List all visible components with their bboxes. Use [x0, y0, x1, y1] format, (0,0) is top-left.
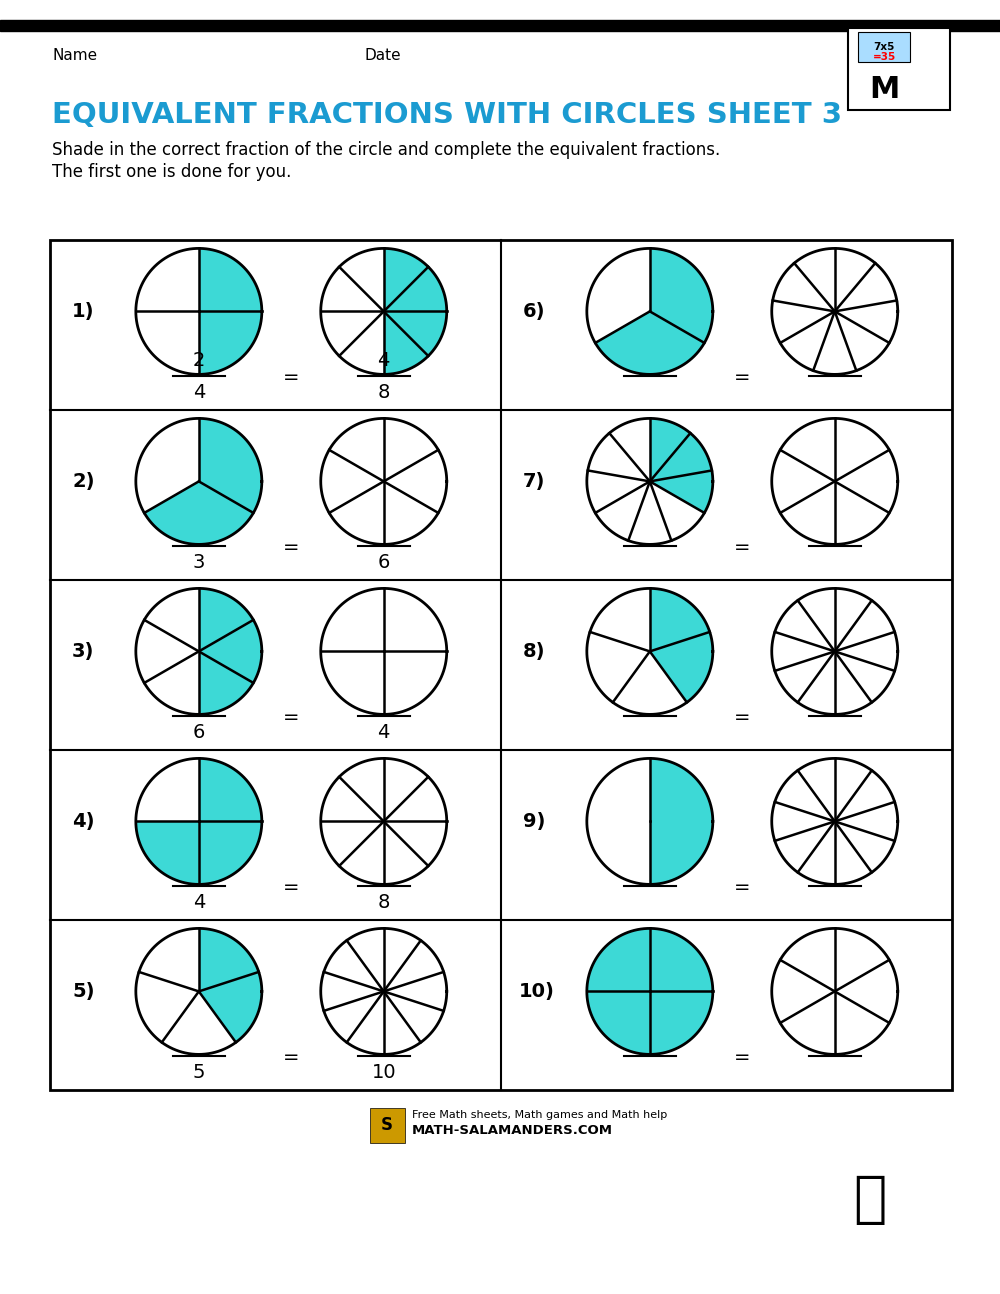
- Polygon shape: [384, 267, 447, 312]
- Text: 8): 8): [523, 642, 546, 661]
- Text: 6: 6: [378, 554, 390, 572]
- Polygon shape: [650, 758, 713, 884]
- Polygon shape: [199, 651, 253, 714]
- Polygon shape: [587, 991, 650, 1055]
- Polygon shape: [199, 248, 262, 312]
- Polygon shape: [650, 631, 713, 703]
- Polygon shape: [384, 312, 428, 374]
- Text: Name: Name: [52, 48, 97, 62]
- Polygon shape: [650, 928, 713, 991]
- Text: =: =: [734, 537, 751, 556]
- Polygon shape: [384, 248, 428, 312]
- Polygon shape: [650, 589, 710, 651]
- Text: 1): 1): [72, 302, 94, 321]
- Text: 🦎: 🦎: [853, 1172, 887, 1227]
- Polygon shape: [650, 433, 712, 481]
- Text: =35: =35: [872, 52, 896, 62]
- Text: 10): 10): [519, 982, 555, 1000]
- Text: 8: 8: [378, 383, 390, 402]
- Text: 7): 7): [523, 472, 545, 490]
- Text: =: =: [283, 367, 300, 387]
- Polygon shape: [650, 991, 713, 1055]
- Text: EQUIVALENT FRACTIONS WITH CIRCLES SHEET 3: EQUIVALENT FRACTIONS WITH CIRCLES SHEET …: [52, 101, 842, 129]
- Text: 3): 3): [72, 642, 94, 661]
- Polygon shape: [199, 758, 262, 822]
- Polygon shape: [650, 471, 713, 512]
- Bar: [0, 19, 1000, 31]
- Bar: [848, 28, 950, 110]
- Text: MATH-SALAMANDERS.COM: MATH-SALAMANDERS.COM: [412, 1123, 613, 1136]
- Bar: [370, 1108, 405, 1143]
- Text: 6): 6): [523, 302, 546, 321]
- Text: 2): 2): [72, 472, 94, 490]
- Text: 4: 4: [193, 383, 205, 402]
- Text: =: =: [734, 1048, 751, 1066]
- Bar: [858, 32, 910, 62]
- Text: =: =: [283, 1048, 300, 1066]
- Text: 4: 4: [378, 351, 390, 370]
- Text: =: =: [734, 877, 751, 897]
- Text: The first one is done for you.: The first one is done for you.: [52, 163, 291, 181]
- Polygon shape: [199, 620, 262, 683]
- Polygon shape: [199, 822, 262, 884]
- Text: M: M: [869, 75, 899, 105]
- Text: =: =: [283, 708, 300, 726]
- Text: 7x5: 7x5: [873, 41, 895, 52]
- Text: 10: 10: [371, 1064, 396, 1083]
- Text: 5: 5: [193, 1064, 205, 1083]
- Polygon shape: [199, 972, 262, 1043]
- Text: 4: 4: [193, 893, 205, 912]
- Text: =: =: [283, 537, 300, 556]
- Text: =: =: [283, 877, 300, 897]
- Text: S: S: [381, 1115, 393, 1134]
- Polygon shape: [650, 248, 713, 343]
- Polygon shape: [595, 312, 704, 374]
- Bar: [50, 239, 952, 1090]
- Text: Date: Date: [365, 48, 402, 62]
- Text: 8: 8: [378, 893, 390, 912]
- Text: =: =: [734, 708, 751, 726]
- Text: 6: 6: [193, 723, 205, 743]
- Polygon shape: [199, 312, 262, 374]
- Polygon shape: [384, 312, 447, 356]
- Polygon shape: [144, 481, 253, 545]
- Text: 3: 3: [193, 554, 205, 572]
- Polygon shape: [587, 928, 650, 991]
- Text: 9): 9): [523, 811, 545, 831]
- Text: =: =: [734, 367, 751, 387]
- Polygon shape: [199, 589, 253, 651]
- Text: 5): 5): [72, 982, 94, 1000]
- Polygon shape: [136, 822, 199, 884]
- Text: Free Math sheets, Math games and Math help: Free Math sheets, Math games and Math he…: [412, 1110, 667, 1121]
- Polygon shape: [199, 418, 262, 512]
- Text: 4): 4): [72, 811, 94, 831]
- Polygon shape: [650, 418, 690, 481]
- Text: 4: 4: [378, 723, 390, 743]
- Text: Shade in the correct fraction of the circle and complete the equivalent fraction: Shade in the correct fraction of the cir…: [52, 141, 720, 159]
- Polygon shape: [199, 928, 259, 991]
- Text: 2: 2: [193, 351, 205, 370]
